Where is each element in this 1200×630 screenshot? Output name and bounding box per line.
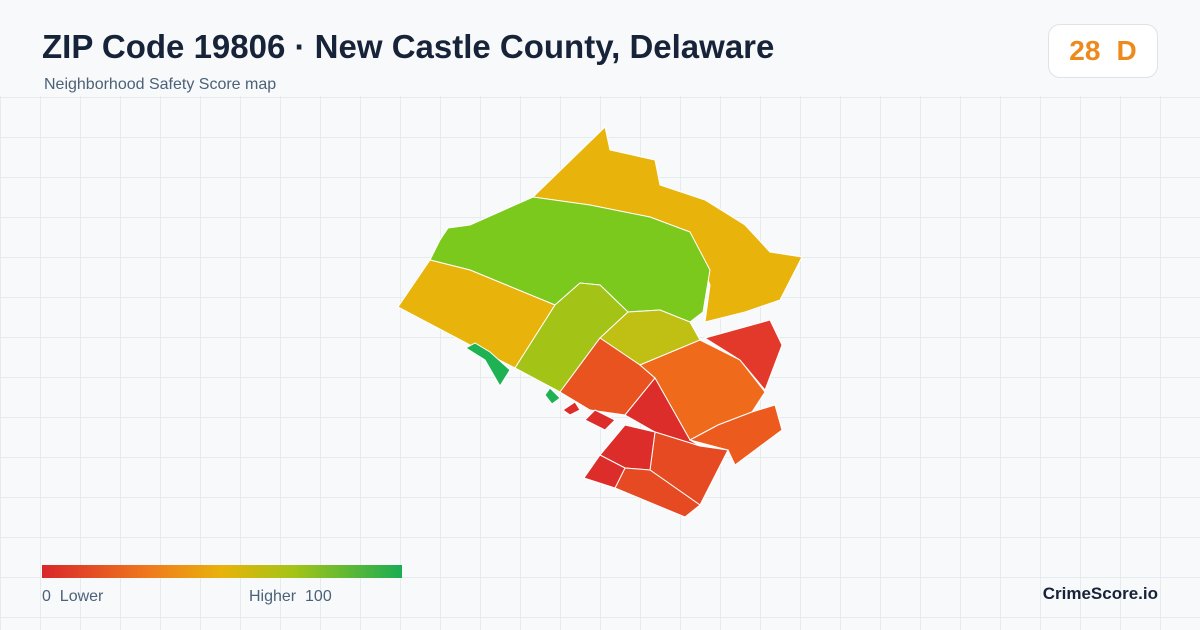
legend-bar [42, 565, 402, 578]
legend-high: Higher 100 [249, 588, 332, 606]
legend-low: 0 Lower [42, 588, 103, 606]
region [703, 319, 783, 391]
region [465, 342, 511, 387]
region [583, 454, 626, 489]
region [562, 401, 581, 416]
subtitle: Neighborhood Safety Score map [44, 76, 277, 93]
grade: D [1116, 35, 1137, 66]
region [544, 387, 561, 405]
region [624, 377, 701, 447]
region [688, 404, 783, 466]
legend-max-label: Higher [249, 588, 297, 605]
score-badge: 28 D [1048, 24, 1158, 78]
legend-min-label: Lower [59, 588, 104, 605]
brand: CrimeScore.io [1042, 584, 1158, 603]
legend-min: 0 [42, 588, 51, 605]
title: ZIP Code 19806 · New Castle County, Dela… [42, 28, 775, 65]
header: ZIP Code 19806 · New Castle County, Dela… [0, 0, 1200, 96]
region [584, 409, 616, 431]
score: 28 [1069, 35, 1101, 66]
legend-max: 100 [305, 588, 332, 605]
